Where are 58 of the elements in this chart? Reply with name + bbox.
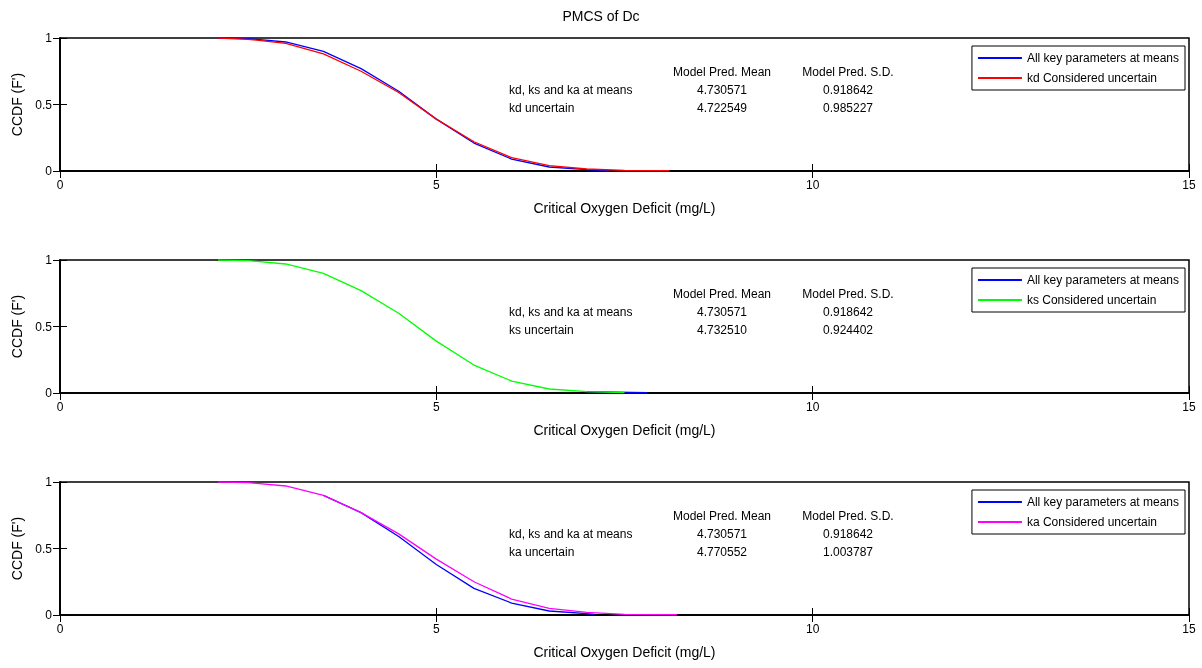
x-tick-label: 5 (432, 178, 440, 192)
y-tick-label: 0.5 (35, 319, 53, 334)
legend-label: All key parameters at means (1026, 273, 1179, 287)
y-tick-label: 1 (45, 253, 53, 267)
x-axis-title: Critical Oxygen Deficit (mg/L) (533, 200, 716, 216)
annotation: 4.732510 (696, 323, 748, 337)
annotation: kd, ks and ka at means (509, 305, 633, 319)
annotation: kd, ks and ka at means (509, 527, 633, 541)
legend-label: ks Considered uncertain (1026, 293, 1157, 307)
annotation: Model Pred. Mean (672, 509, 772, 523)
annotation: 4.730571 (696, 305, 748, 319)
legend-label: All key parameters at means (1026, 495, 1179, 509)
annotation: 1.003787 (822, 545, 874, 559)
annotation: 0.985227 (822, 101, 874, 115)
annotation: 0.918642 (822, 83, 874, 97)
annotation: 4.770552 (696, 545, 748, 559)
annotation: Model Pred. S.D. (802, 287, 894, 301)
x-tick-label: 5 (432, 622, 440, 636)
legend-label: kd Considered uncertain (1026, 71, 1158, 85)
annotation: 4.730571 (696, 527, 748, 541)
annotation: Model Pred. S.D. (802, 509, 894, 523)
annotation: ks uncertain (509, 323, 574, 337)
x-tick-label: 10 (805, 400, 820, 414)
x-tick-label: 10 (805, 178, 820, 192)
x-tick-label: 0 (56, 400, 64, 414)
y-axis-title: CCDF (F') (9, 516, 25, 581)
annotation: Model Pred. Mean (672, 287, 772, 301)
y-tick-label: 0 (45, 608, 53, 622)
legend-label: ka Considered uncertain (1026, 515, 1158, 529)
annotation: 0.918642 (822, 527, 874, 541)
annotation: kd, ks and ka at means (509, 83, 633, 97)
y-axis-title: CCDF (F') (9, 294, 25, 359)
x-tick-label: 15 (1182, 178, 1196, 192)
annotation: 0.924402 (822, 323, 874, 337)
legend-label: All key parameters at means (1026, 51, 1179, 65)
y-tick-label: 0 (45, 386, 53, 400)
x-tick-label: 15 (1182, 400, 1196, 414)
y-axis-title: CCDF (F') (9, 72, 25, 137)
x-tick-label: 15 (1182, 622, 1196, 636)
x-axis-title: Critical Oxygen Deficit (mg/L) (533, 422, 716, 438)
annotation: 4.730571 (696, 83, 748, 97)
y-tick-label: 1 (45, 31, 53, 45)
x-axis-title: Critical Oxygen Deficit (mg/L) (533, 644, 716, 660)
y-tick-label: 0.5 (35, 541, 53, 556)
x-tick-label: 0 (56, 622, 64, 636)
annotation: 0.918642 (822, 305, 874, 319)
annotation: 4.722549 (696, 101, 748, 115)
x-tick-label: 5 (432, 400, 440, 414)
annotation: Model Pred. Mean (672, 65, 772, 79)
y-tick-label: 0 (45, 164, 53, 178)
annotation: Model Pred. S.D. (802, 65, 894, 79)
y-tick-label: 1 (45, 475, 53, 489)
annotation: kd uncertain (509, 101, 575, 115)
x-tick-label: 10 (805, 622, 820, 636)
y-tick-label: 0.5 (35, 97, 53, 112)
chart-title: PMCS of Dc (562, 8, 640, 24)
annotation: ka uncertain (509, 545, 575, 559)
x-tick-label: 0 (56, 178, 64, 192)
